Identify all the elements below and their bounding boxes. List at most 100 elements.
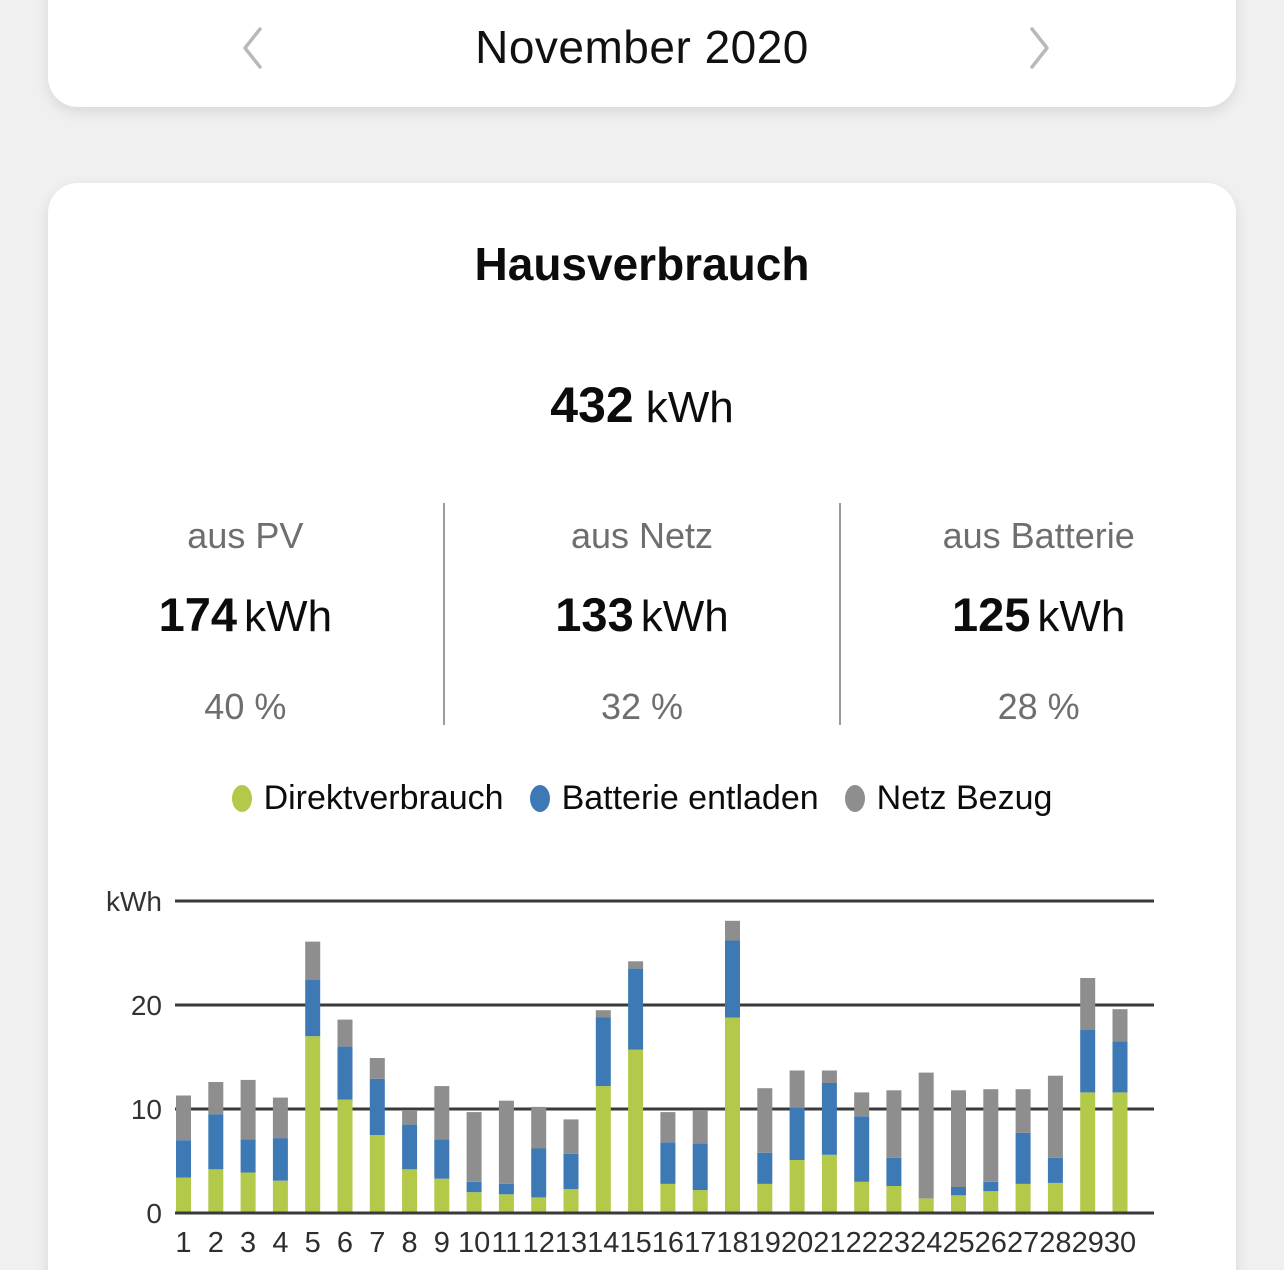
bar-day20-batterie-entladen [789, 1108, 805, 1160]
bar-day20-direktverbrauch [789, 1160, 805, 1213]
bar-day10-batterie-entladen [466, 1181, 482, 1193]
bar-day21-batterie-entladen [821, 1083, 837, 1155]
x-tick-label-20: 20 [781, 1227, 813, 1259]
x-tick-label-27: 27 [1007, 1227, 1039, 1259]
bar-day5-netz-bezug [305, 941, 321, 981]
stat-number: 174 [158, 588, 238, 641]
bar-day29-direktverbrauch [1080, 1092, 1096, 1213]
bar-day27-direktverbrauch [1015, 1183, 1031, 1213]
x-tick-label-8: 8 [402, 1227, 418, 1259]
x-tick-label-3: 3 [240, 1227, 256, 1259]
bar-day16-netz-bezug [660, 1112, 676, 1143]
bar-day17-netz-bezug [692, 1110, 708, 1144]
chart-area: 0 10 20 kWh 1 2 3 4 5 6 7 8 9 10 11 12 13 14 15 16 17 18 19 20 2… [48, 878, 1236, 1270]
prev-month-button[interactable] [224, 20, 280, 76]
bar-day5-direktverbrauch [305, 1036, 321, 1213]
bar-day17-direktverbrauch [692, 1190, 708, 1213]
legend-label: Netz Bezug [876, 778, 1053, 817]
stat-aus-netz: aus Netz 133 kWh 32 % [445, 503, 840, 727]
bar-day1-batterie-entladen [176, 1140, 191, 1178]
bar-day12-direktverbrauch [531, 1197, 547, 1213]
bar-day1-direktverbrauch [176, 1177, 191, 1213]
bar-day2-batterie-entladen [208, 1114, 224, 1170]
bar-day24-netz-bezug [918, 1072, 934, 1199]
bar-day18-batterie-entladen [725, 940, 740, 1018]
bar-day25-direktverbrauch [951, 1195, 966, 1213]
y-axis-unit-label: kWh [106, 886, 162, 917]
bar-day25-batterie-entladen [951, 1187, 966, 1196]
bar-day20-netz-bezug [789, 1070, 805, 1108]
month-nav-row: November 2020 [48, 14, 1236, 80]
bar-day26-netz-bezug [983, 1089, 999, 1182]
bar-day9-netz-bezug [434, 1086, 450, 1140]
x-tick-label-21: 21 [813, 1227, 845, 1259]
x-tick-label-11: 11 [491, 1227, 521, 1259]
stat-label: aus PV [187, 515, 304, 556]
stat-percent: 40 % [204, 686, 287, 727]
stat-unit: kWh [640, 592, 729, 641]
bar-day22-batterie-entladen [854, 1116, 870, 1182]
legend-item-direktverbrauch: Direktverbrauch [231, 779, 504, 818]
x-tick-label-19: 19 [749, 1227, 781, 1259]
chart-legend: Direktverbrauch Batterie entladen Netz B… [48, 775, 1236, 821]
legend-label: Batterie entladen [561, 778, 819, 817]
x-tick-label-13: 13 [555, 1227, 587, 1259]
stat-value: 133 kWh [555, 587, 728, 642]
x-tick-label-10: 10 [458, 1227, 490, 1259]
bar-day18-direktverbrauch [725, 1017, 740, 1213]
stat-percent: 32 % [600, 686, 684, 727]
stat-unit: kWh [244, 592, 333, 641]
next-month-button[interactable] [1012, 20, 1068, 76]
bar-day8-batterie-entladen [402, 1124, 418, 1170]
x-tick-label-22: 22 [846, 1227, 878, 1259]
bar-day30-batterie-entladen [1112, 1041, 1128, 1093]
stat-divider [442, 503, 445, 725]
bar-day12-batterie-entladen [531, 1148, 547, 1198]
stat-percent: 28 % [997, 686, 1080, 727]
total-value: 432 [550, 377, 634, 433]
bar-day21-direktverbrauch [821, 1154, 837, 1213]
stat-label: aus Batterie [942, 515, 1135, 556]
bar-day2-direktverbrauch [208, 1169, 224, 1213]
stat-aus-batterie: aus Batterie 125 kWh 28 % [841, 503, 1236, 727]
bar-day7-batterie-entladen [369, 1078, 385, 1135]
bar-day15-netz-bezug [628, 961, 644, 969]
bar-day26-direktverbrauch [983, 1191, 999, 1213]
x-tick-label-12: 12 [523, 1227, 555, 1259]
x-tick-label-29: 29 [1072, 1227, 1104, 1259]
legend-dot-direktverbrauch [231, 784, 252, 812]
bar-day19-direktverbrauch [757, 1183, 773, 1213]
bar-day15-batterie-entladen [628, 968, 644, 1050]
stat-value: 125 kWh [952, 587, 1125, 642]
bar-day23-batterie-entladen [886, 1157, 902, 1186]
bar-day4-batterie-entladen [272, 1138, 288, 1181]
x-tick-label-18: 18 [716, 1227, 748, 1259]
bar-day8-direktverbrauch [402, 1169, 418, 1213]
bar-day14-direktverbrauch [595, 1086, 611, 1213]
stat-label: aus Netz [570, 515, 714, 556]
bar-day28-netz-bezug [1047, 1075, 1063, 1158]
x-tick-label-4: 4 [272, 1227, 288, 1259]
bar-day16-direktverbrauch [660, 1183, 676, 1213]
x-tick-label-5: 5 [305, 1227, 321, 1259]
x-tick-label-25: 25 [942, 1227, 974, 1259]
bar-day28-batterie-entladen [1047, 1157, 1063, 1183]
bar-day28-direktverbrauch [1047, 1182, 1063, 1213]
x-tick-label-17: 17 [684, 1227, 716, 1259]
bar-day11-batterie-entladen [498, 1183, 514, 1195]
bar-day3-batterie-entladen [240, 1139, 256, 1173]
bar-day15-direktverbrauch [628, 1049, 644, 1213]
x-tick-label-28: 28 [1039, 1227, 1071, 1259]
bar-day11-direktverbrauch [498, 1194, 514, 1213]
bar-day22-direktverbrauch [854, 1181, 870, 1213]
bar-day10-direktverbrauch [466, 1192, 482, 1213]
stat-unit: kWh [1037, 592, 1126, 641]
bar-day1-netz-bezug [176, 1095, 191, 1141]
bar-day24-direktverbrauch [918, 1198, 934, 1213]
x-tick-label-23: 23 [878, 1227, 910, 1259]
x-tick-label-1: 1 [175, 1227, 191, 1259]
bar-day22-netz-bezug [854, 1092, 870, 1117]
bar-day23-direktverbrauch [886, 1186, 902, 1213]
bar-day14-batterie-entladen [595, 1017, 611, 1087]
